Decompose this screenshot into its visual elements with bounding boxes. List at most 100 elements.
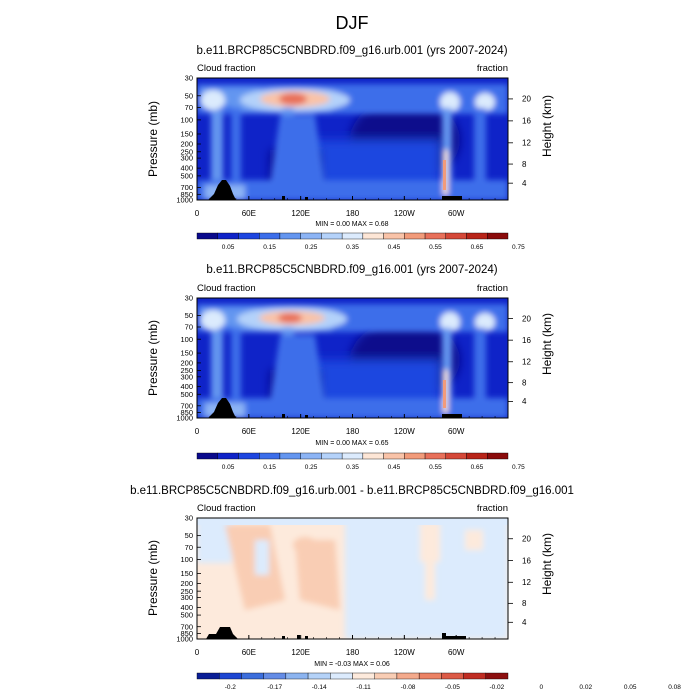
panel-3-colorbar-box <box>418 672 442 680</box>
panel-3-colorbar-box <box>463 672 486 680</box>
panel-2-y-tick-label: 400 <box>180 382 193 391</box>
panel-3-colorbar-box <box>330 672 353 680</box>
panel-3-y-tick-label: 150 <box>180 569 193 578</box>
panel-2-colorbar-box <box>300 452 322 460</box>
panel-1-colorbar-box <box>279 232 301 240</box>
panel-3-colorbar-label: 0.08 <box>668 684 681 691</box>
panel-1-colorbar: 0.05 0.15 0.25 0.35 0.45 0.55 0.65 0.75 <box>196 232 525 251</box>
panel-3-colorbar-box <box>196 672 220 680</box>
panel-1-colorbar-box <box>259 232 281 240</box>
panel-1-colorbar-box <box>362 232 384 240</box>
panel-3-colorbar-box <box>352 672 375 680</box>
panel-3-ylabel: Pressure (mb) <box>146 540 160 616</box>
panel-2-x-tick-label: 60E <box>242 427 256 436</box>
panel-3-y-tick-label: 200 <box>180 579 193 588</box>
panel-1-colorbar-label: 0.25 <box>305 244 318 251</box>
panel-1-colorbar-box <box>321 232 343 240</box>
panel-3-y-tick-label: 250 <box>180 587 193 596</box>
panel-2-y-tick-label: 30 <box>185 294 193 303</box>
panel-3-colorbar-label: -0.08 <box>401 684 416 691</box>
panel-2-title: b.e11.BRCP85C5CNBDRD.f09_g16.001 (yrs 20… <box>206 264 497 276</box>
panel-3-x-tick-label: 120E <box>291 648 310 657</box>
panel-2-y-tick-label: 200 <box>180 359 193 368</box>
panel-2-y-right-tick-label: 8 <box>522 378 527 387</box>
panel-3-ylabel-right: Height (km) <box>540 533 554 595</box>
panel-1-y-tick-label: 850 <box>180 190 193 199</box>
panel-3-colorbar-box <box>241 672 264 680</box>
panel-1-axes: 0 60E 120E 180 120W 60W1000850700500400300250… <box>176 74 531 218</box>
panel-1-colorbar-box <box>383 232 405 240</box>
panel-1-x-tick-label: 60E <box>242 209 256 218</box>
panel-3-left-string: Cloud fraction <box>197 503 256 514</box>
panel-3-colorbar-box <box>285 672 309 680</box>
panel-2-colorbar-label: 0.65 <box>471 464 484 471</box>
panel-2-x-tick-label: 120W <box>394 427 415 436</box>
panel-1-title: b.e11.BRCP85C5CNBDRD.f09_g16.urb.001 (yr… <box>196 45 507 57</box>
panel-2-colorbar-box <box>362 452 384 460</box>
panel-1-y-tick-label: 50 <box>185 91 193 100</box>
panel-1-x-tick-label: 60W <box>448 209 465 218</box>
panel-2-colorbar-label: 0.55 <box>429 464 442 471</box>
panel-2-y-tick-label: 700 <box>180 401 193 410</box>
panel-2-y-tick-label: 1000 <box>176 414 193 423</box>
panel-1-stats: MIN = 0.00 MAX = 0.68 <box>315 221 388 228</box>
panel-2-colorbar-label: 0.25 <box>305 464 318 471</box>
panel-1-colorbar-box <box>217 232 239 240</box>
panel-3-y-tick-label: 50 <box>185 531 193 540</box>
panel-2-y-right-tick-label: 4 <box>522 397 527 406</box>
panel-2-colorbar-box <box>259 452 281 460</box>
panel-2-y-right-tick-label: 20 <box>522 314 531 323</box>
panel-1-colorbar-label: 0.15 <box>263 244 276 251</box>
panel-3-right-string: fraction <box>477 503 508 514</box>
panel-3-y-tick-label: 850 <box>180 629 193 638</box>
panel-1-colorbar-box <box>445 232 467 240</box>
panel-2-ylabel-right: Height (km) <box>540 313 554 375</box>
panel-1-colorbar-label: 0.05 <box>222 244 235 251</box>
panel-3-colorbar-label: 0 <box>540 684 544 691</box>
panel-2-y-tick-label: 300 <box>180 372 193 381</box>
panel-2-colorbar-box <box>404 452 426 460</box>
panel-2-colorbar-label: 0.75 <box>512 464 525 471</box>
panel-2-x-tick-label: 120E <box>291 427 310 436</box>
figure-title: DJF <box>336 13 369 33</box>
panel-3-y-right-tick-label: 12 <box>522 578 531 587</box>
panel-1-x-tick-label: 120E <box>291 209 310 218</box>
panel-3-colorbar-label: -0.05 <box>445 684 460 691</box>
panel-1-colorbar-label: 0.45 <box>388 244 401 251</box>
panel-2-colorbar-label: 0.45 <box>388 464 401 471</box>
panel-3-y-right-tick-label: 16 <box>522 556 531 565</box>
panel-3-colorbar-label: -0.11 <box>356 684 371 691</box>
panel-1-x-tick-label: 120W <box>394 209 415 218</box>
panel-2-y-tick-label: 100 <box>180 335 193 344</box>
panel-1-y-tick-label: 150 <box>180 130 193 139</box>
panel-2-axes: 0 60E 120E 180 120W 60W1000850700500400300250… <box>176 294 531 436</box>
panel-1-x-tick-label: 180 <box>346 209 360 218</box>
panel-3-y-right-tick-label: 8 <box>522 599 527 608</box>
panel-2-colorbar-box <box>217 452 239 460</box>
panel-2-colorbar-box <box>279 452 301 460</box>
panel-2-x-tick-label: 0 <box>195 427 200 436</box>
panel-1-y-right-tick-label: 12 <box>522 139 531 148</box>
panel-2-y-tick-label: 150 <box>180 349 193 358</box>
panel-1-y-tick-label: 500 <box>180 171 193 180</box>
panel-3-colorbar-box <box>441 672 464 680</box>
panel-1-colorbar-box <box>300 232 322 240</box>
panel-1-y-tick-label: 100 <box>180 115 193 124</box>
panel-1-y-tick-label: 400 <box>180 164 193 173</box>
panel-1-colorbar-box <box>424 232 447 240</box>
panel-3-colorbar-box <box>219 672 242 680</box>
panel-1-colorbar-box <box>404 232 426 240</box>
panel-1-y-tick-label: 30 <box>185 74 193 83</box>
panel-1: b.e11.BRCP85C5CNBDRD.f09_g16.urb.001 (yr… <box>146 45 554 251</box>
panel-3-colorbar-box <box>263 672 287 680</box>
panel-3-colorbar-box <box>307 672 331 680</box>
panel-1-y-tick-label: 250 <box>180 147 193 156</box>
panel-1-y-tick-label: 200 <box>180 140 193 149</box>
panel-2-colorbar-box <box>383 452 405 460</box>
panel-3-y-tick-label: 300 <box>180 593 193 602</box>
panel-3-y-right-tick-label: 4 <box>522 618 527 627</box>
panel-1-y-tick-label: 1000 <box>176 196 193 205</box>
panel-3-y-right-tick-label: 20 <box>522 535 531 544</box>
panel-2: b.e11.BRCP85C5CNBDRD.f09_g16.001 (yrs 20… <box>146 264 554 471</box>
